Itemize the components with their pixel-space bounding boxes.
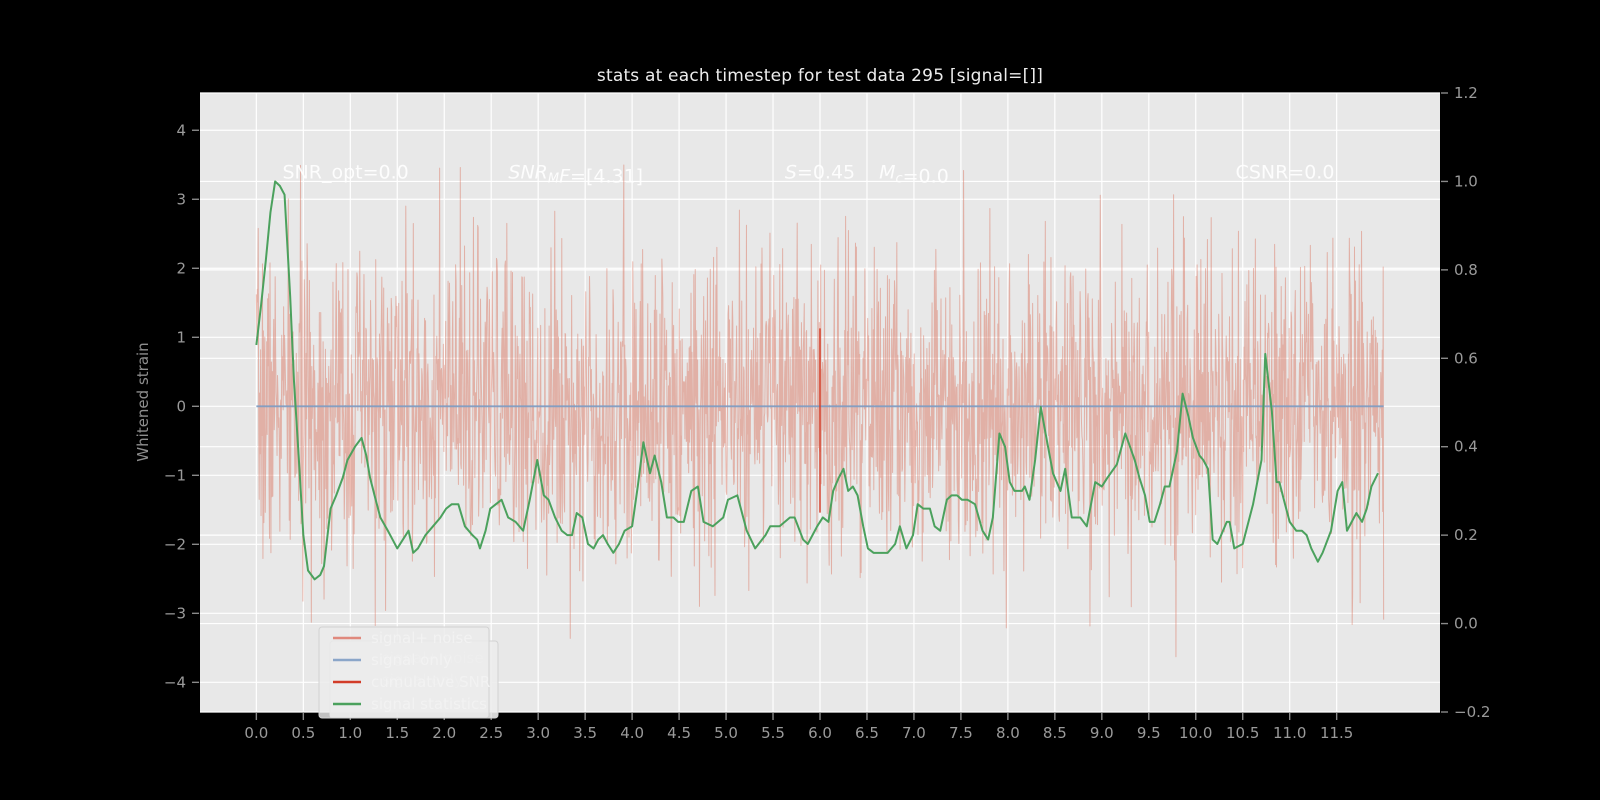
right-tick-label: −0.2 bbox=[1454, 703, 1490, 721]
right-tick-label: 0.8 bbox=[1454, 261, 1478, 279]
left-tick-label: −1 bbox=[164, 466, 186, 484]
legend-label: signal+ noise bbox=[371, 629, 473, 647]
x-tick-label: 0.0 bbox=[244, 724, 268, 742]
left-tick-label: 4 bbox=[176, 121, 186, 139]
x-tick-label: 11.5 bbox=[1320, 724, 1353, 742]
x-tick-label: 7.5 bbox=[949, 724, 973, 742]
left-tick-label: −3 bbox=[164, 604, 186, 622]
legend-box bbox=[318, 626, 490, 719]
left-tick-label: 3 bbox=[176, 190, 186, 208]
x-tick-label: 5.5 bbox=[761, 724, 785, 742]
x-tick-label: 2.5 bbox=[479, 724, 503, 742]
right-tick-label: 1.2 bbox=[1454, 84, 1478, 102]
x-tick-label: 2.0 bbox=[432, 724, 456, 742]
annotation: S=0.45 bbox=[785, 162, 855, 184]
legend-label: signal only bbox=[371, 651, 452, 669]
x-tick-label: 7.0 bbox=[902, 724, 926, 742]
x-tick-label: 9.5 bbox=[1137, 724, 1161, 742]
annotation: CSNR=0.0 bbox=[1236, 162, 1335, 184]
x-tick-label: 11.0 bbox=[1273, 724, 1306, 742]
y-axis-label: Whitened strain bbox=[134, 342, 152, 461]
x-tick-label: 1.5 bbox=[385, 724, 409, 742]
chart-title: stats at each timestep for test data 295… bbox=[596, 66, 1044, 86]
x-tick-label: 8.5 bbox=[1043, 724, 1067, 742]
right-tick-label: 0.4 bbox=[1454, 438, 1478, 456]
x-tick-label: 0.5 bbox=[291, 724, 315, 742]
legend-label: cumulative SNR bbox=[371, 673, 490, 691]
x-tick-label: 4.0 bbox=[620, 724, 644, 742]
series-signal-statistics bbox=[255, 180, 1379, 581]
legend-label: signal statistics bbox=[371, 695, 487, 713]
left-tick-label: 0 bbox=[176, 397, 186, 415]
x-tick-label: 3.0 bbox=[526, 724, 550, 742]
x-tick-label: 8.0 bbox=[996, 724, 1020, 742]
x-tick-label: 1.0 bbox=[338, 724, 362, 742]
left-tick-label: 2 bbox=[176, 259, 186, 277]
annotation: SNR_opt=0.0 bbox=[282, 162, 408, 184]
right-tick-label: 0.0 bbox=[1454, 615, 1478, 633]
annotation: SNRMF=[4.31] bbox=[508, 162, 643, 188]
x-tick-label: 4.5 bbox=[667, 724, 691, 742]
right-tick-label: 1.0 bbox=[1454, 172, 1478, 190]
x-tick-label: 9.0 bbox=[1090, 724, 1114, 742]
left-tick-label: 1 bbox=[176, 328, 186, 346]
x-tick-label: 5.0 bbox=[714, 724, 738, 742]
x-tick-label: 3.5 bbox=[573, 724, 597, 742]
left-tick-label: −4 bbox=[164, 673, 186, 691]
x-tick-label: 10.0 bbox=[1179, 724, 1212, 742]
right-tick-label: 0.2 bbox=[1454, 526, 1478, 544]
x-tick-label: 6.0 bbox=[808, 724, 832, 742]
right-tick-label: 0.6 bbox=[1454, 349, 1478, 367]
left-tick-label: −2 bbox=[164, 535, 186, 553]
x-tick-label: 6.5 bbox=[855, 724, 879, 742]
annotation: Mc=0.0 bbox=[879, 162, 949, 188]
x-tick-label: 10.5 bbox=[1226, 724, 1259, 742]
